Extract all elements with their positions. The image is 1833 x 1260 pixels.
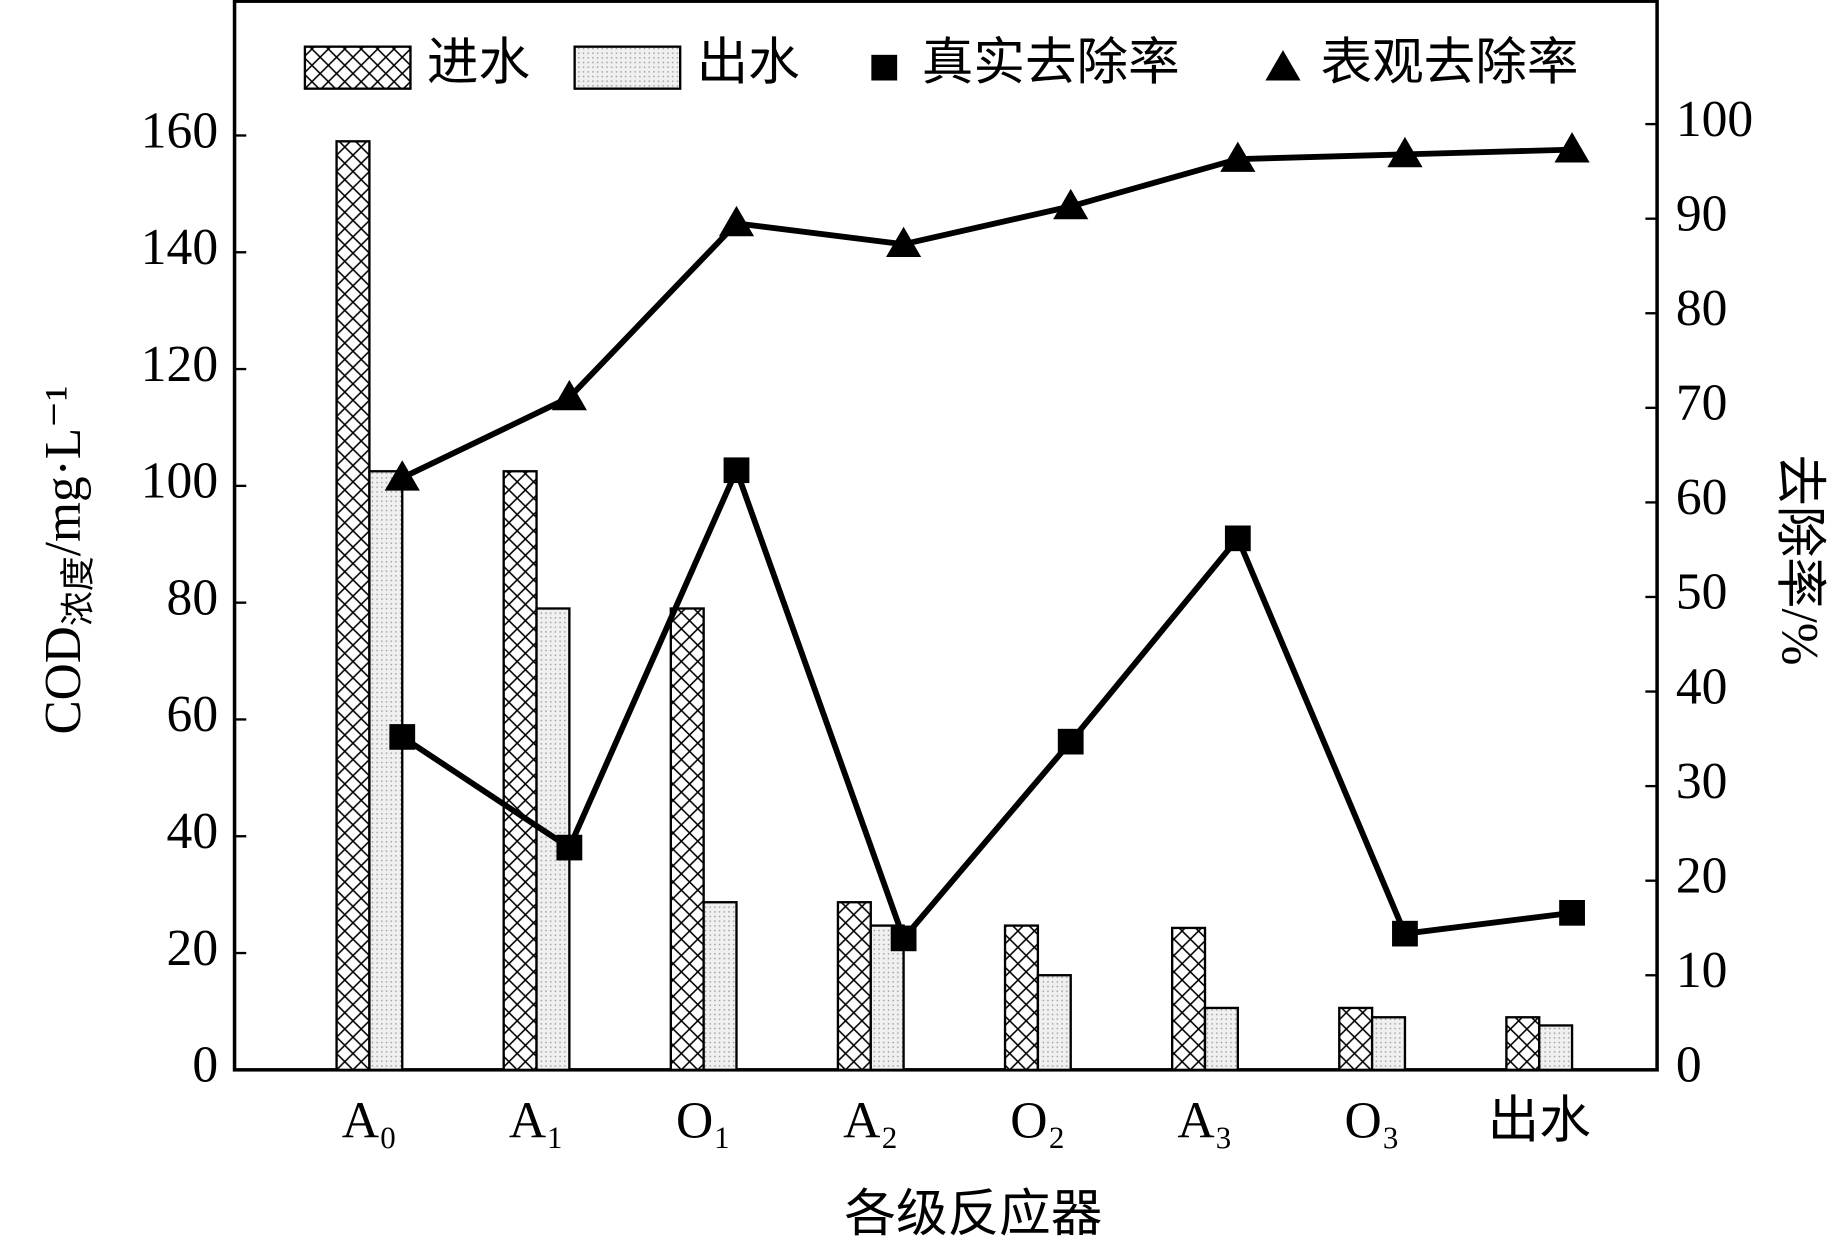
legend-label: 真实去除率 [922, 35, 1180, 92]
y-axis-title-sub: 浓度 [59, 556, 98, 626]
y-axis-title: COD浓度/mg·L⁻¹ [35, 385, 98, 734]
bar [1370, 1016, 1407, 1071]
bar [669, 607, 705, 1071]
point [1387, 136, 1423, 168]
point [1392, 920, 1418, 947]
y2-tick-label: 60 [1676, 469, 1728, 526]
y2-tick-label: 50 [1676, 564, 1728, 621]
x-tick-label: A₀ [342, 1093, 397, 1150]
y2-axis-title: 去除率/% [1770, 455, 1827, 666]
x-tick-label: A₁ [509, 1093, 564, 1150]
x-tick-label: O₃ [1344, 1093, 1399, 1150]
y-tick-label: 100 [141, 453, 218, 510]
x-tick-label: A₃ [1177, 1093, 1232, 1150]
point [1554, 132, 1590, 163]
y-tick-label: 120 [141, 336, 218, 393]
x-tick-label: O₂ [1010, 1093, 1065, 1150]
x-tick-label: 出水 [1488, 1093, 1591, 1150]
bar [1170, 926, 1207, 1071]
point [1559, 900, 1585, 926]
point [1053, 188, 1089, 220]
point [723, 457, 750, 484]
point [1057, 728, 1084, 755]
y2-tick-label: 40 [1676, 658, 1728, 715]
bar [335, 140, 371, 1071]
bar [1203, 1006, 1240, 1072]
y2-tick-label: 70 [1676, 375, 1728, 432]
bar [1338, 1006, 1374, 1072]
legend-swatch [573, 45, 682, 90]
point [718, 205, 755, 237]
legend-label: 表观去除率 [1321, 35, 1579, 92]
y-axis-title-main: COD [35, 626, 92, 734]
line [400, 146, 1573, 481]
point [384, 460, 420, 491]
x-tick-label: O₁ [676, 1093, 731, 1150]
y-tick-label: 0 [192, 1037, 218, 1094]
point [556, 834, 583, 861]
y2-tick-label: 0 [1676, 1037, 1702, 1094]
point [1220, 141, 1256, 172]
y-axis-title-unit: /mg·L⁻¹ [35, 385, 92, 556]
line [400, 462, 1573, 945]
legend-label: 出水 [697, 35, 800, 92]
y2-tick-label: 100 [1676, 91, 1753, 148]
legend-swatch [303, 45, 412, 90]
x-tick-label: A₂ [843, 1093, 898, 1150]
point [551, 379, 587, 411]
point [890, 925, 917, 952]
legend-label: 进水 [427, 35, 530, 92]
point [389, 724, 416, 750]
bar [502, 470, 538, 1071]
y-tick-label: 160 [141, 102, 218, 159]
y-tick-label: 140 [141, 219, 218, 276]
bar [702, 901, 738, 1071]
x-axis-title: 各级反应器 [844, 1186, 1102, 1243]
y2-tick-label: 80 [1676, 280, 1728, 337]
y-tick-label: 60 [167, 686, 219, 743]
point [1224, 525, 1251, 552]
point [886, 226, 922, 258]
bar [1538, 1024, 1574, 1072]
bar [368, 470, 404, 1071]
y-tick-label: 20 [167, 920, 219, 977]
y2-tick-label: 20 [1676, 848, 1728, 905]
y2-tick-label: 30 [1676, 753, 1728, 810]
y-tick-label: 40 [167, 803, 219, 860]
bar [836, 901, 872, 1071]
plot-frame [232, 0, 1659, 1072]
y-tick-label: 80 [167, 570, 219, 627]
bar [1505, 1016, 1541, 1071]
y2-tick-label: 90 [1676, 186, 1728, 243]
bar [1003, 924, 1040, 1072]
bar [1036, 974, 1072, 1072]
legend-marker [1265, 50, 1301, 81]
y2-tick-label: 10 [1676, 942, 1728, 999]
legend-marker [871, 54, 898, 81]
